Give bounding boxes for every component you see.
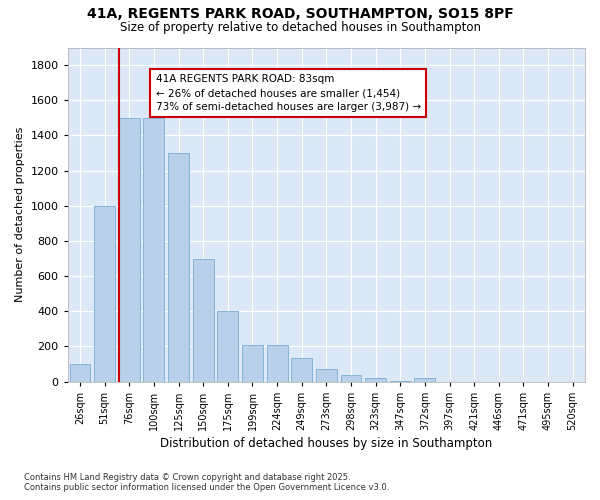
Bar (70, 364, 91, 382)
Bar (193, 258, 214, 382)
Text: 41A REGENTS PARK ROAD: 83sqm
← 26% of detached houses are smaller (1,454)
73% of: 41A REGENTS PARK ROAD: 83sqm ← 26% of de… (155, 74, 421, 112)
Bar (415, 378, 436, 382)
X-axis label: Distribution of detached houses by size in Southampton: Distribution of detached houses by size … (160, 437, 493, 450)
Text: 41A, REGENTS PARK ROAD, SOUTHAMPTON, SO15 8PF: 41A, REGENTS PARK ROAD, SOUTHAMPTON, SO1… (86, 8, 514, 22)
Bar (94, 206, 115, 382)
Y-axis label: Number of detached properties: Number of detached properties (15, 127, 25, 302)
Bar (217, 312, 238, 382)
Bar (242, 344, 263, 382)
Bar (390, 381, 411, 382)
Bar (266, 344, 287, 382)
Bar (341, 376, 361, 382)
Bar (143, 118, 164, 382)
Bar (168, 153, 189, 382)
Bar (119, 118, 140, 382)
Bar (291, 358, 312, 382)
Text: Contains HM Land Registry data © Crown copyright and database right 2025.
Contai: Contains HM Land Registry data © Crown c… (24, 473, 389, 492)
Bar (316, 370, 337, 382)
Text: Size of property relative to detached houses in Southampton: Size of property relative to detached ho… (119, 21, 481, 34)
Bar (365, 378, 386, 382)
